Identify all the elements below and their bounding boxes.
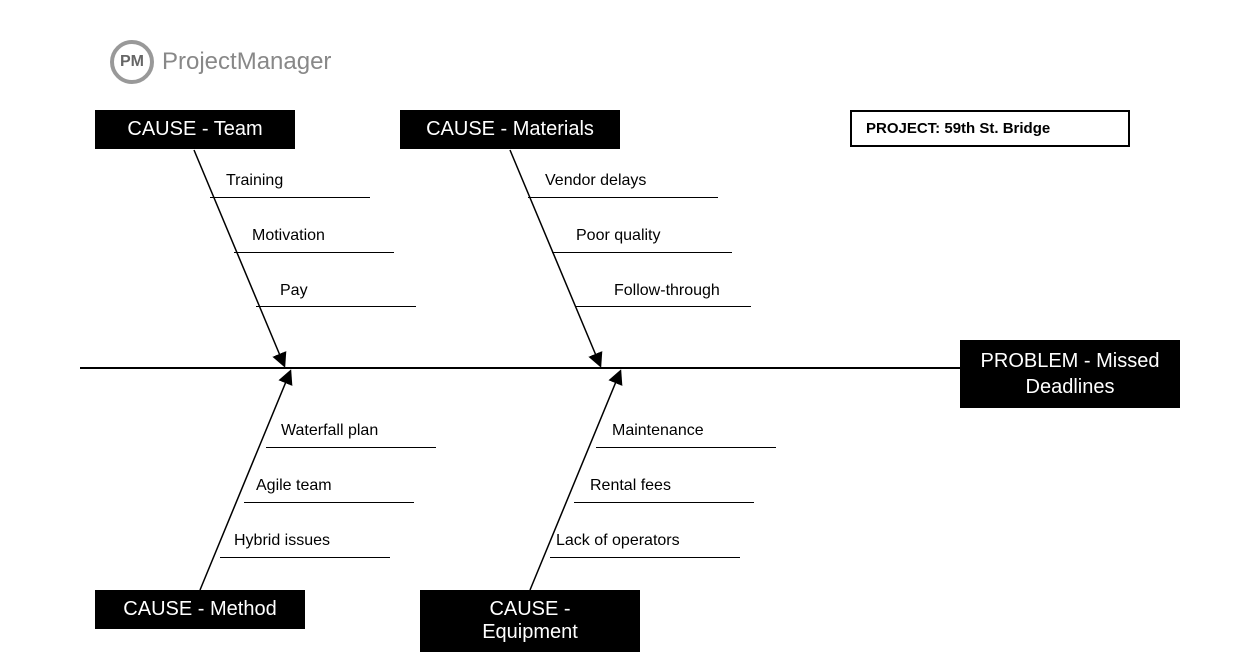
problem-label: PROBLEM - Missed Deadlines xyxy=(981,350,1160,398)
sub-item-team-2: Pay xyxy=(280,282,308,300)
logo: PM ProjectManager xyxy=(110,40,331,84)
sub-underline-team-2 xyxy=(256,306,416,307)
project-title-box: PROJECT: 59th St. Bridge xyxy=(850,110,1130,147)
sub-item-equipment-1: Rental fees xyxy=(590,477,671,495)
sub-underline-method-0 xyxy=(266,447,436,448)
sub-item-equipment-0: Maintenance xyxy=(612,422,704,440)
cause-label-equipment: CAUSE - Equipment xyxy=(482,598,578,643)
sub-item-materials-0: Vendor delays xyxy=(545,172,646,190)
problem-box: PROBLEM - Missed Deadlines xyxy=(960,340,1180,408)
sub-underline-equipment-0 xyxy=(596,447,776,448)
sub-underline-equipment-1 xyxy=(574,502,754,503)
sub-item-method-2: Hybrid issues xyxy=(234,532,330,550)
cause-label-team: CAUSE - Team xyxy=(127,118,262,140)
sub-underline-materials-2 xyxy=(576,306,751,307)
logo-badge: PM xyxy=(110,40,154,84)
sub-underline-materials-0 xyxy=(528,197,718,198)
logo-text: ProjectManager xyxy=(162,48,331,76)
fishbone-svg xyxy=(0,0,1254,669)
cause-box-materials: CAUSE - Materials xyxy=(400,110,620,149)
sub-item-team-1: Motivation xyxy=(252,227,325,245)
sub-underline-materials-1 xyxy=(552,252,732,253)
sub-item-method-0: Waterfall plan xyxy=(281,422,378,440)
sub-item-materials-2: Follow-through xyxy=(614,282,720,300)
cause-box-method: CAUSE - Method xyxy=(95,590,305,629)
sub-underline-team-1 xyxy=(234,252,394,253)
cause-box-equipment: CAUSE - Equipment xyxy=(420,590,640,652)
sub-item-equipment-2: Lack of operators xyxy=(556,532,680,550)
cause-label-method: CAUSE - Method xyxy=(123,598,276,620)
sub-item-method-1: Agile team xyxy=(256,477,332,495)
sub-item-team-0: Training xyxy=(226,172,283,190)
cause-label-materials: CAUSE - Materials xyxy=(426,118,594,140)
sub-underline-method-2 xyxy=(220,557,390,558)
cause-box-team: CAUSE - Team xyxy=(95,110,295,149)
sub-underline-method-1 xyxy=(244,502,414,503)
sub-item-materials-1: Poor quality xyxy=(576,227,661,245)
project-title-label: PROJECT: 59th St. Bridge xyxy=(866,120,1050,137)
sub-underline-team-0 xyxy=(210,197,370,198)
sub-underline-equipment-2 xyxy=(550,557,740,558)
